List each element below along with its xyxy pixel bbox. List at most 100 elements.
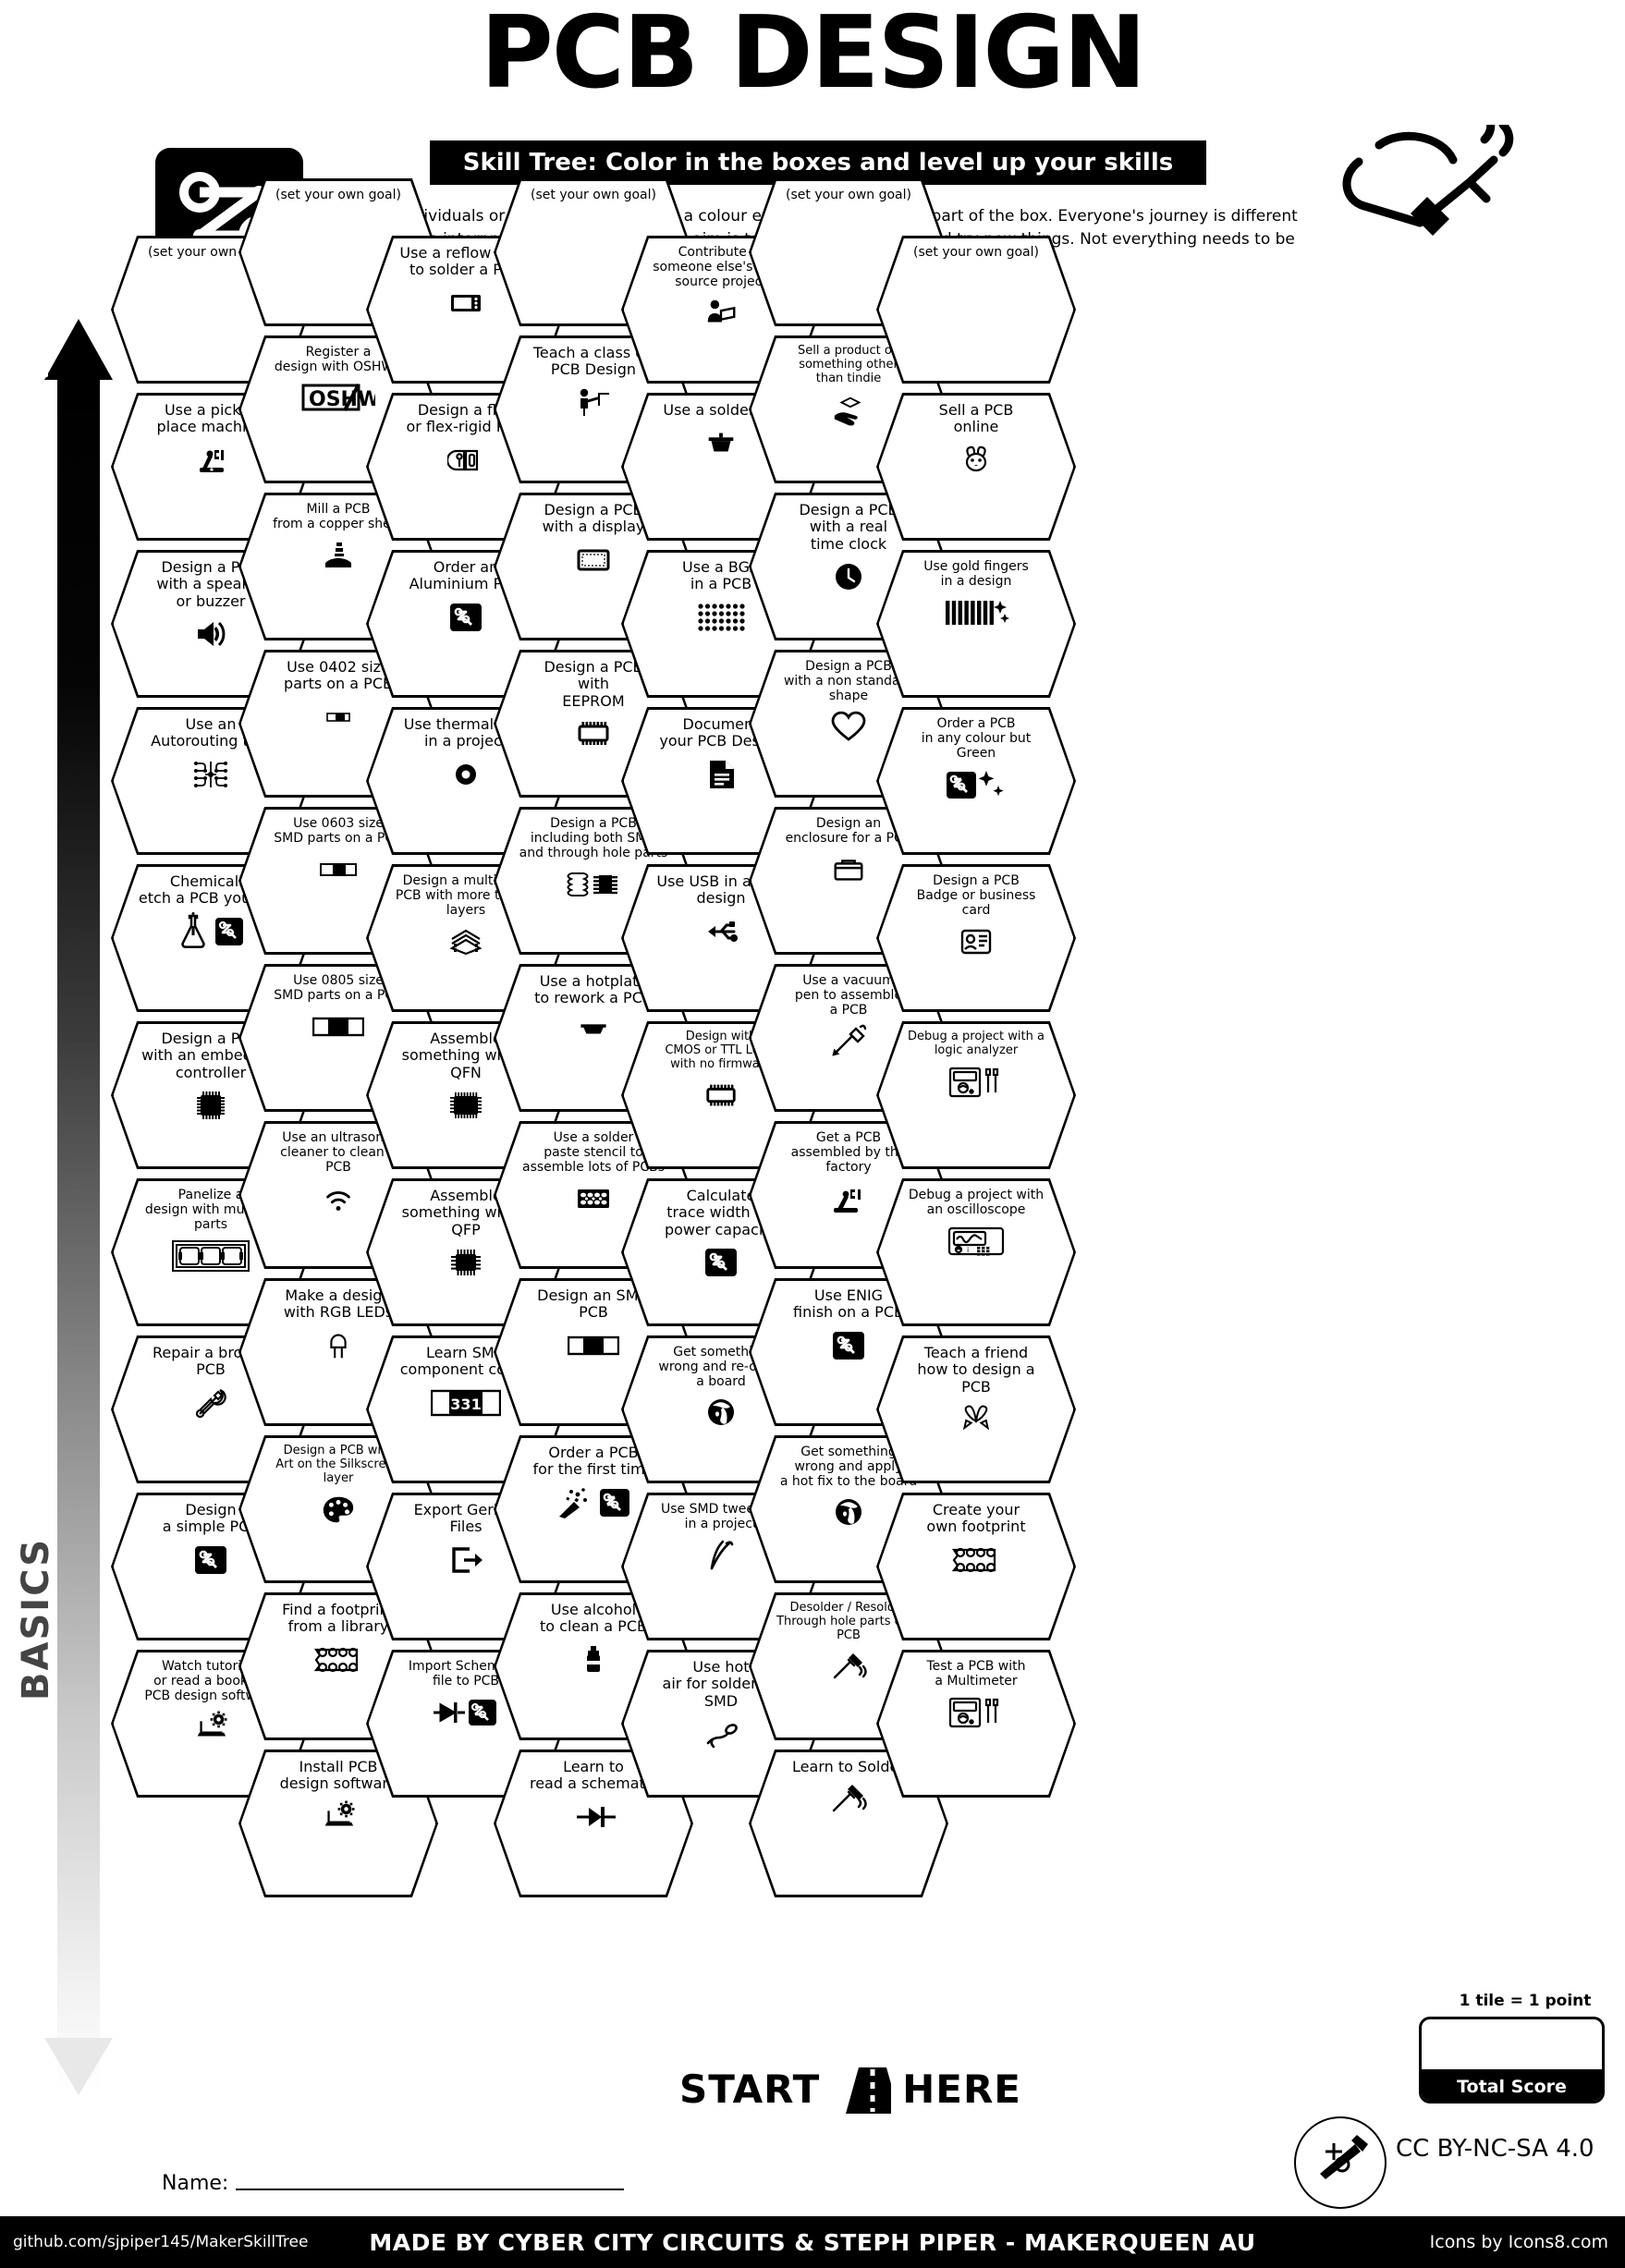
tile-content: (set your own goal) xyxy=(238,178,438,326)
solder-icon xyxy=(829,1779,868,1820)
svg-text:i: i xyxy=(967,1246,969,1254)
skill-tile[interactable]: Debug a project with an oscilloscope i xyxy=(876,1178,1076,1326)
tile-content: Export Gerber Files xyxy=(366,1493,566,1640)
panel-icon xyxy=(171,1236,250,1276)
display-icon xyxy=(574,540,613,580)
logic-ic-icon xyxy=(702,1076,740,1116)
start-here-marker: START HERE xyxy=(679,2061,1021,2116)
tile-label: Design a flex or flex-rigid PCB xyxy=(406,401,526,436)
tile-content: (set your own goal) xyxy=(494,178,693,326)
difficulty-axis xyxy=(44,319,113,2095)
tile-content: Sell a product on something other than tin… xyxy=(749,335,948,483)
flex-pcb-icon xyxy=(447,440,484,481)
skill-tile[interactable]: (set your own goal) xyxy=(876,236,1076,384)
tile-content: Design a PCB with a display xyxy=(494,493,693,640)
tile-label: Create your own footprint xyxy=(926,1501,1026,1536)
skill-tile[interactable]: Test a PCB with a Multimeter xyxy=(876,1650,1076,1798)
tile-content: Assemble something with a QFN xyxy=(366,1021,566,1169)
tile-content: Debug a project with an oscilloscope i xyxy=(876,1178,1076,1326)
tile-label: Get something wrong and apply a hot fix to… xyxy=(779,1445,918,1490)
tile-content: Document your PCB Design xyxy=(621,707,821,855)
cc-tools-badge-icon xyxy=(1294,2116,1387,2209)
tile-content: Use alcohol to clean a PCB xyxy=(494,1592,693,1740)
tile-label: Use alcohol to clean a PCB xyxy=(540,1601,647,1636)
tile-content: Use hot air for soldering SMD xyxy=(621,1650,821,1798)
hotplate-icon xyxy=(574,1011,613,1052)
pcb-sparkle-icon xyxy=(944,764,1008,805)
tile-label: Design a PCB with EEPROM xyxy=(544,658,643,710)
tile-content: Watch tutorials or read a book on PCB desi… xyxy=(111,1650,311,1798)
tile-content: Use 0805 size SMD parts on a PCB xyxy=(238,964,438,1112)
layers-icon xyxy=(446,921,486,962)
tile-content: Test a PCB with a Multimeter xyxy=(876,1650,1076,1798)
name-input-rule[interactable] xyxy=(236,2188,625,2190)
tile-content: Use a solder paste stencil to assemble lot… xyxy=(494,1121,693,1269)
tile-fill[interactable] xyxy=(878,1652,1074,1796)
enclosure-icon xyxy=(829,849,868,890)
footprint-icon xyxy=(310,1640,367,1680)
import-schematic-icon xyxy=(430,1692,502,1733)
footer-icons-credit[interactable]: Icons by Icons8.com xyxy=(1429,2232,1608,2252)
led-icon xyxy=(320,1325,357,1366)
tile-fill[interactable] xyxy=(878,1180,1074,1324)
tile-label: Use a solder paste stencil to assemble lot… xyxy=(521,1130,665,1176)
footer-github-link[interactable]: github.com/sjpiper145/MakerSkillTree xyxy=(13,2233,309,2251)
tile-content: (set your own goal) xyxy=(876,236,1076,384)
tile-label: Debug a project with a logic analyzer xyxy=(908,1030,1045,1057)
tile-content: Install PCB design software xyxy=(238,1750,438,1897)
desolder-icon xyxy=(829,1647,868,1688)
tile-fill[interactable] xyxy=(878,395,1074,539)
tile-content: Design a flex or flex-rigid PCB xyxy=(366,393,566,541)
pcb-chip-icon xyxy=(703,1242,739,1283)
tile-label: Order an Aluminium PCB xyxy=(409,558,523,593)
logic-analyzer-icon xyxy=(947,1062,1005,1103)
skill-tile[interactable]: Sell a PCB online xyxy=(876,393,1076,541)
skill-tile[interactable]: Create your own footprint xyxy=(876,1493,1076,1640)
tile-label: Use a BGA in a PCB xyxy=(682,558,760,593)
tile-fill[interactable] xyxy=(878,238,1074,382)
tile-content: Design a PCB with EEPROM xyxy=(494,650,693,798)
smd-tht-icon xyxy=(560,864,627,905)
mill-icon xyxy=(320,535,357,576)
skill-tile[interactable]: Install PCB design software xyxy=(238,1750,438,1897)
svg-text:331: 331 xyxy=(450,1396,481,1413)
stencil-icon xyxy=(574,1178,613,1219)
tile-label: Use a solderpot xyxy=(663,401,779,419)
tile-fill[interactable] xyxy=(878,1337,1074,1482)
tile-content: Make a design with RGB LEDs xyxy=(238,1278,438,1426)
skill-tile[interactable]: Design a PCB Badge or business card xyxy=(876,864,1076,1012)
tile-content: Use an Autorouting tool xyxy=(111,707,311,855)
tile-label: Design a PCB including both SMD and throug… xyxy=(519,816,668,861)
total-score-box[interactable]: Total Score xyxy=(1419,2017,1605,2103)
teacher-icon xyxy=(574,383,613,423)
tile-fill[interactable] xyxy=(878,552,1074,696)
skill-tile[interactable]: Teach a friend how to design a PCB xyxy=(876,1335,1076,1483)
tile-content: Use 0402 size parts on a PCB xyxy=(238,650,438,798)
axis-arrow-up-icon xyxy=(44,319,113,380)
skill-tile[interactable]: Order a PCB in any colour but Green xyxy=(876,707,1076,855)
dip-chip-icon xyxy=(574,713,613,754)
oshw-icon: OSHW xyxy=(301,378,375,419)
skill-tile[interactable]: Use gold fingers in a design xyxy=(876,550,1076,698)
tile-label: Design a PCB with a real time clock xyxy=(799,501,898,553)
qfp-icon xyxy=(446,1242,485,1283)
tile-label: Calculate trace width for power capacity xyxy=(664,1187,778,1238)
tile-label: Document your PCB Design xyxy=(659,715,783,750)
tile-content: Use a solderpot xyxy=(621,393,821,541)
tile-content: Design a PCB with a non standard shape xyxy=(749,650,948,798)
tile-content: Debug a project with a logic analyzer xyxy=(876,1021,1076,1169)
usb-icon xyxy=(702,911,740,952)
tile-point-caption: 1 tile = 1 point xyxy=(1459,1992,1592,2010)
name-field[interactable]: Name: xyxy=(162,2172,625,2195)
tile-fill[interactable] xyxy=(878,866,1074,1010)
tile-label: Design an SMD PCB xyxy=(537,1286,650,1322)
heart-icon xyxy=(829,707,868,748)
tile-label: Assemble something with a QFN xyxy=(401,1030,531,1081)
tile-label: (set your own goal) xyxy=(275,188,401,202)
skill-tile[interactable]: Debug a project with a logic analyzer xyxy=(876,1021,1076,1169)
axis-gradient-bar xyxy=(57,376,100,2093)
bottle-icon xyxy=(575,1640,612,1680)
tile-label: (set your own goal) xyxy=(531,188,656,202)
svg-text:OSHW: OSHW xyxy=(309,388,375,411)
